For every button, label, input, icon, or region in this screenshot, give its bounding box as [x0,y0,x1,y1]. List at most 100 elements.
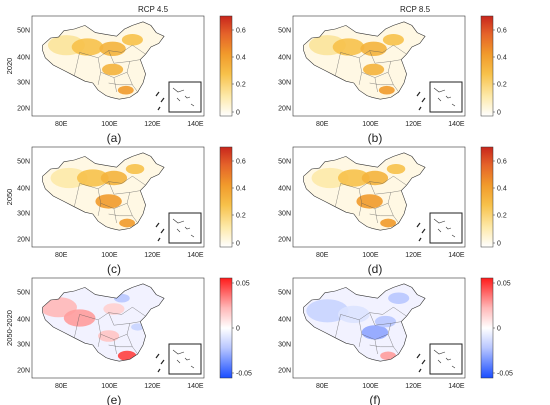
province-border [369,344,394,347]
province-border [374,77,378,93]
panel-letter: (f) [369,393,380,405]
colorbar-tick-label: 0.2 [497,213,507,220]
x-tick-label: 120E [405,252,422,259]
y-tick-label: 40N [17,186,30,193]
province-border [113,208,117,224]
province-border [108,213,133,216]
y-tick-label: 30N [17,211,30,218]
colorbar-tick-label: 0 [236,326,240,333]
province-border [358,203,362,216]
x-tick-label: 80E [55,121,68,128]
x-tick-label: 140E [448,121,465,128]
panel-d: 80E 100E 120E 140E 50N 40N 30N 20N (d) 0.6 0.4 0.2 0 [278,146,507,276]
province-border [369,181,402,195]
colorbar-tick-label: 0.05 [236,281,250,288]
y-tick-label: 30N [278,342,291,349]
province-border [387,192,391,204]
panel-letter: (b) [368,131,383,145]
x-tick-label: 120E [144,383,161,390]
panel-letter: (d) [368,262,383,276]
province-border [340,50,383,58]
province-border [358,188,389,209]
province-border [374,208,378,224]
china-outline [42,152,165,231]
y-tick-label: 50N [17,28,30,35]
province-border [97,188,128,209]
x-tick-label: 120E [405,121,422,128]
china-outline [303,21,426,100]
y-tick-label: 20N [17,237,30,244]
province-border [113,339,117,355]
province-border [387,323,391,335]
y-tick-label: 50N [278,28,291,35]
province-border [387,61,391,73]
colorbar-tick-label: 0.6 [236,28,246,35]
x-tick-label: 80E [316,252,329,259]
colorbar [219,15,233,117]
x-tick-label: 140E [187,121,204,128]
province-border [97,72,101,85]
y-tick-label: 50N [278,159,291,166]
province-border [369,312,402,326]
x-tick-label: 80E [55,383,68,390]
island-marks [416,353,426,373]
province-border [74,52,80,76]
colorbar-tick-label: 0.4 [236,186,246,193]
province-border [382,44,407,55]
province-border [113,77,117,93]
china-outline [303,283,426,362]
row-label: 2050 [5,189,14,206]
south-china-sea-inset [429,81,463,113]
province-border [374,339,378,355]
colorbar-tick-label: 0.6 [497,159,507,166]
y-tick-label: 30N [278,80,291,87]
row-label: 2020 [5,58,14,75]
province-border [108,344,133,347]
province-border [97,319,128,340]
x-tick-label: 100E [101,383,118,390]
island-marks [155,353,165,373]
y-tick-label: 20N [17,368,30,375]
south-china-sea-inset [168,212,202,244]
colorbar [219,146,233,248]
province-border [97,57,128,78]
colorbar-tick-label: -0.05 [236,371,252,378]
y-tick-label: 20N [278,368,291,375]
colorbar-tick-label: 0.4 [497,186,507,193]
x-tick-label: 100E [101,121,118,128]
y-tick-label: 20N [278,106,291,113]
x-tick-label: 100E [101,252,118,259]
y-tick-label: 40N [278,186,291,193]
colorbar-tick-label: 0.2 [497,82,507,89]
x-tick-label: 80E [316,383,329,390]
province-border [97,203,101,216]
x-tick-label: 80E [55,252,68,259]
row-label: 2050-2020 [5,310,14,346]
province-border [126,323,130,335]
colorbar-tick-label: 0 [497,110,501,117]
province-border [335,183,341,207]
province-border [335,52,341,76]
colorbar-tick-label: -0.05 [497,371,513,378]
panel-f: 80E 100E 120E 140E 50N 40N 30N 20N (f) 0.05 0 -0.05 [278,277,513,405]
province-border [74,183,80,207]
column-title-rcp85: RCP 8.5 [400,5,431,14]
china-outline [303,152,426,231]
colorbar-tick-label: 0.4 [497,55,507,62]
panel-letter: (e) [107,393,122,405]
y-tick-label: 50N [17,290,30,297]
y-tick-label: 40N [278,317,291,324]
y-tick-label: 50N [17,159,30,166]
province-border [382,175,407,186]
province-border [369,50,402,64]
province-border [108,50,141,64]
south-china-sea-inset [429,343,463,375]
x-tick-label: 80E [316,121,329,128]
y-tick-label: 20N [17,106,30,113]
province-border [340,312,383,320]
colorbar [219,277,233,379]
province-border [369,213,394,216]
province-border [335,314,341,338]
south-china-sea-inset [429,212,463,244]
province-border [126,192,130,204]
